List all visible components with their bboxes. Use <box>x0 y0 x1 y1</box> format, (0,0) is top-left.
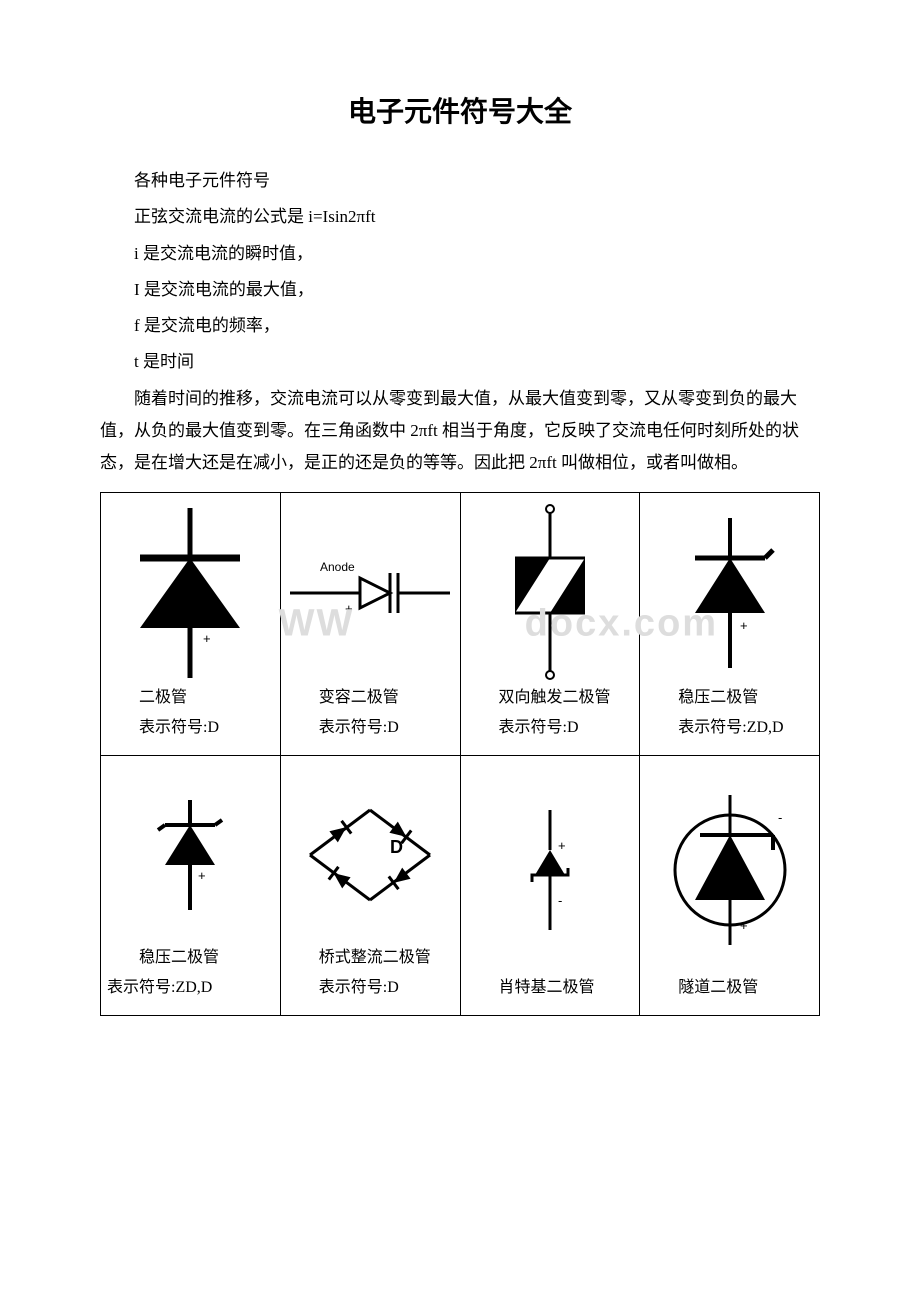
svg-text:+: + <box>198 868 206 883</box>
schottky-icon: + - <box>520 810 580 930</box>
cell-zener-1: + 稳压二极管 表示符号:ZD,D <box>640 492 820 756</box>
svg-text:+: + <box>740 918 748 933</box>
intro-p7: 随着时间的推移，交流电流可以从零变到最大值，从最大值变到零，又从零变到负的最大值… <box>100 383 820 480</box>
cell-bridge: D 桥式整流二极管 表示符号:D <box>280 756 460 1016</box>
diode-icon: + <box>135 508 245 678</box>
cell-label: 双向触发二极管 <box>467 683 634 713</box>
bridge-icon: D <box>290 795 450 915</box>
tunnel-icon: - + <box>665 795 795 945</box>
svg-text:+: + <box>740 618 748 633</box>
svg-text:D: D <box>390 837 403 857</box>
intro-p1: 各种电子元件符号 <box>100 165 820 197</box>
cell-zener-2: + 稳压二极管 表示符号:ZD,D <box>101 756 281 1016</box>
intro-p2: 正弦交流电流的公式是 i=Isin2πft <box>100 201 820 233</box>
table-row: + 稳压二极管 表示符号:ZD,D <box>101 756 820 1016</box>
cell-schottky: + - 肖特基二极管 <box>460 756 640 1016</box>
svg-text:-: - <box>558 893 562 908</box>
cell-diac: docx.com 双向触发二极管 表示符 <box>460 492 640 756</box>
varactor-icon: Anode + <box>290 553 450 633</box>
symbol-table: + 二极管 表示符号:D WW Anode <box>100 492 820 1017</box>
svg-text:-: - <box>778 810 782 825</box>
zener-icon-2: + <box>150 800 230 910</box>
cell-label: 肖特基二极管 <box>467 973 634 1003</box>
cell-tunnel: - + 隧道二极管 <box>640 756 820 1016</box>
zener-icon: + <box>685 518 775 668</box>
cell-designator: 表示符号:D <box>287 713 454 743</box>
cell-designator: 表示符号:ZD,D <box>107 973 274 1003</box>
cell-designator: 表示符号:D <box>107 713 274 743</box>
intro-p5: f 是交流电的频率， <box>100 310 820 342</box>
svg-text:+: + <box>345 601 353 616</box>
cell-designator: 表示符号:ZD,D <box>646 713 813 743</box>
cell-designator: 表示符号:D <box>287 973 454 1003</box>
cell-designator: 表示符号:D <box>467 713 634 743</box>
diac-icon <box>505 503 595 683</box>
intro-p3: i 是交流电流的瞬时值， <box>100 238 820 270</box>
cell-label: 隧道二极管 <box>646 973 813 1003</box>
cell-label: 桥式整流二极管 <box>287 943 454 973</box>
intro-p6: t 是时间 <box>100 346 820 378</box>
svg-text:Anode: Anode <box>320 560 355 574</box>
table-row: + 二极管 表示符号:D WW Anode <box>101 492 820 756</box>
cell-varactor: WW Anode + 变容二极管 表示符号:D <box>280 492 460 756</box>
cell-diode: + 二极管 表示符号:D <box>101 492 281 756</box>
svg-text:+: + <box>203 631 211 646</box>
svg-text:+: + <box>558 838 566 853</box>
cell-label: 二极管 <box>107 683 274 713</box>
cell-label: 变容二极管 <box>287 683 454 713</box>
cell-label: 稳压二极管 <box>107 943 274 973</box>
cell-label: 稳压二极管 <box>646 683 813 713</box>
page-title: 电子元件符号大全 <box>100 90 820 130</box>
intro-p4: I 是交流电流的最大值， <box>100 274 820 306</box>
